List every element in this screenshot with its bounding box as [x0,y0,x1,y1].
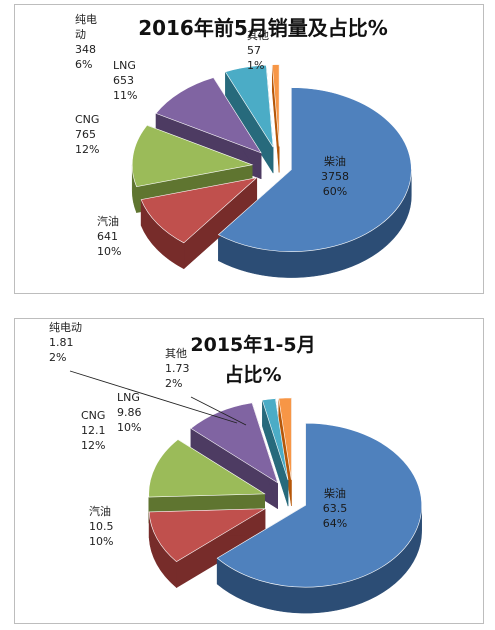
pie-slice-0 [216,422,422,588]
pie-slice-2 [131,124,254,188]
data-label-3: LNG 9.86 10% [117,391,142,434]
data-label-5: 其他 1.73 2% [165,347,190,390]
data-label-1: 汽油 10.5 10% [89,504,114,548]
data-label-5: 其他 57 1% [247,29,269,72]
data-labels: 柴油 63.5 64% 汽油 10.5 10% CNG 12.1 12% LNG 9.86 10% 纯电… [49,321,347,548]
chart-title-line-0: 2015年1-5月 [190,333,315,356]
chart-2015-pie: 柴油 63.5 64% 汽油 10.5 10% CNG 12.1 12% LNG 9.86 10% 纯电… [49,321,422,614]
data-label-4: 纯电动 1.81 2% [49,321,82,364]
pie-slice-4 [261,398,289,481]
leader-line-5 [190,396,247,426]
data-label-4: 纯电动 348 6% [75,13,97,71]
data-label-0: 柴油 3758 60% [321,154,349,198]
chart-2015-panel: 柴油 63.5 64% 汽油 10.5 10% CNG 12.1 12% LNG 9.86 10% 纯电… [14,318,484,624]
chart-title: 2016年前5月销量及占比% [138,16,388,40]
pie-slice-3 [190,402,279,484]
data-label-3: LNG 653 11% [113,59,137,102]
pie-slice-5 [278,397,292,480]
data-label-1: 汽油 641 10% [97,214,121,258]
chart-2016-panel: 柴油 3758 60% 汽油 641 10% CNG 765 12% LNG 653 11% 纯电动 34… [14,4,484,294]
data-labels: 柴油 3758 60% 汽油 641 10% CNG 765 12% LNG 653 11% 纯电动 34… [75,13,349,258]
pie-tops [148,397,422,588]
pie-slice-4 [224,64,274,148]
data-label-2: CNG 765 12% [75,113,99,156]
pie-slice-5 [271,64,280,147]
pie-slice-1 [140,177,258,244]
data-label-2: CNG 12.1 12% [81,409,106,452]
pie-slice-3 [155,77,262,154]
chart-2016-pie: 柴油 3758 60% 汽油 641 10% CNG 765 12% LNG 653 11% 纯电动 34… [75,13,412,278]
pie-slice-1 [148,508,267,563]
leader-line-4 [69,370,238,424]
chart-title-line-0: 2016年前5月销量及占比% [138,16,388,40]
pie-tops [131,64,412,252]
data-label-0: 柴油 63.5 64% [323,486,348,530]
pie-slice-2 [148,439,266,498]
chart-title-line-1: 占比% [224,363,281,386]
pie-slice-0 [217,87,412,252]
